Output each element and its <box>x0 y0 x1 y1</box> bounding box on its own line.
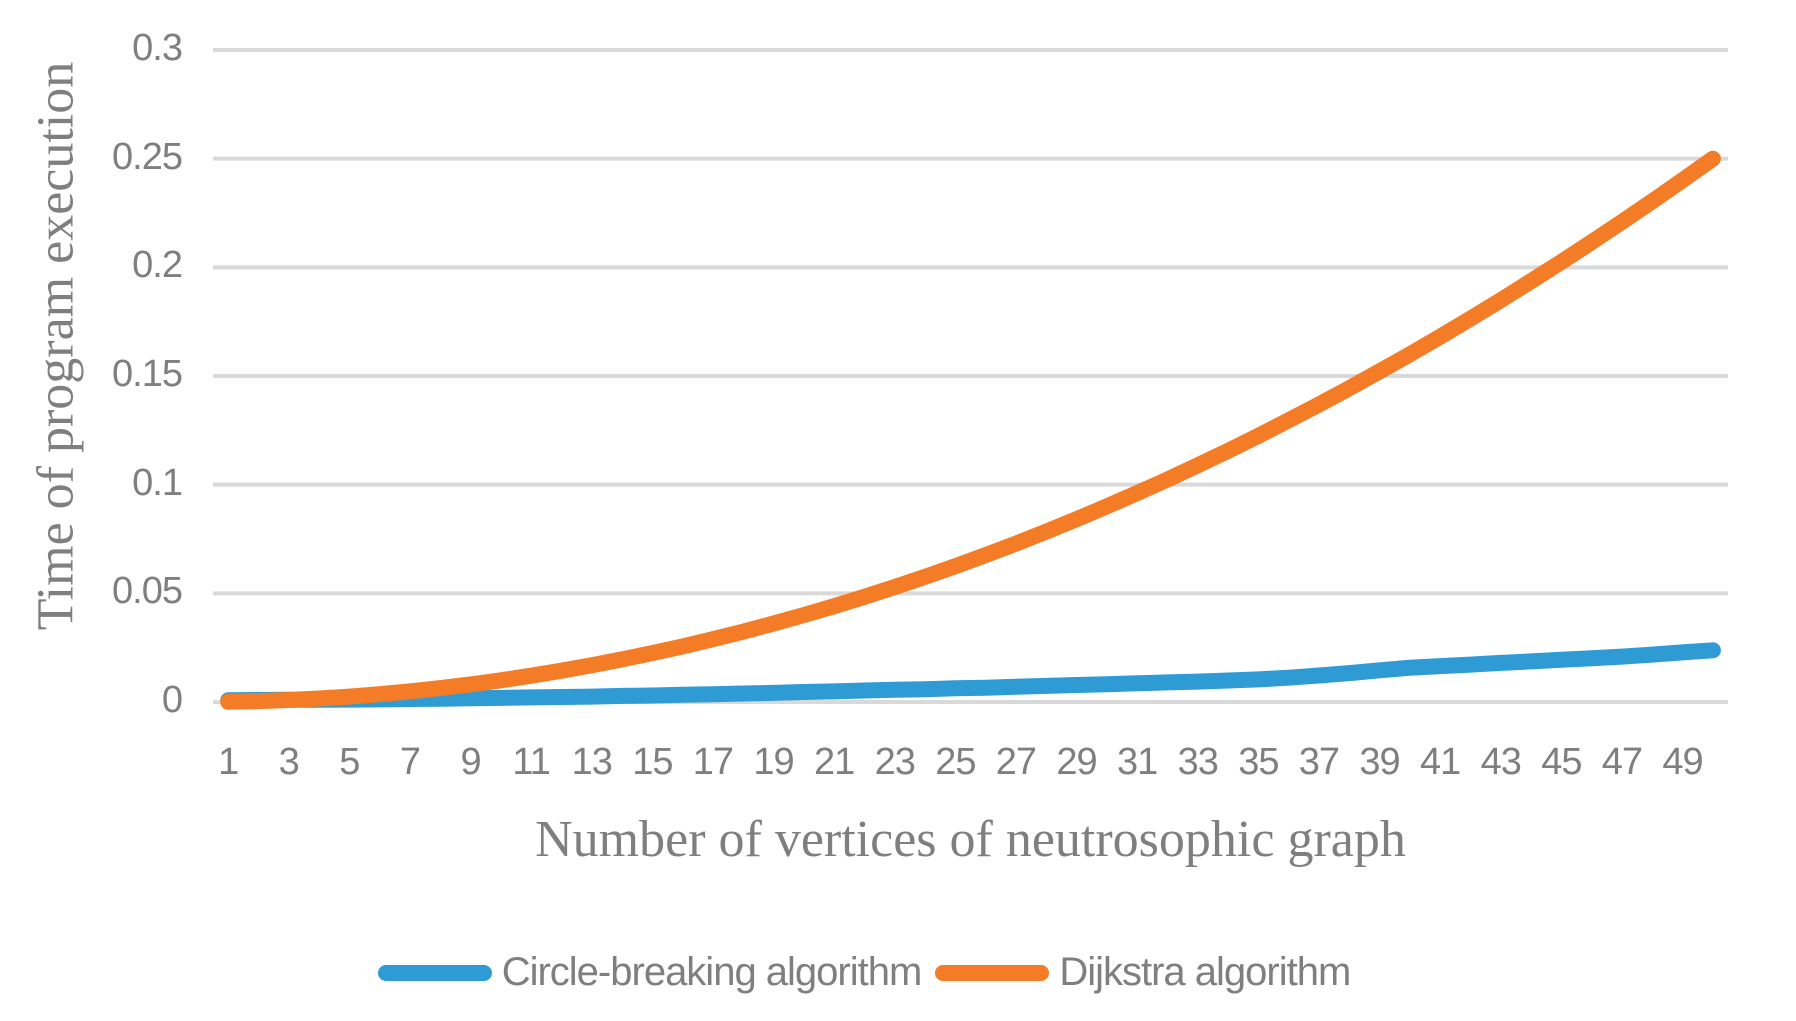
x-tick-label: 11 <box>512 741 550 783</box>
x-tick-label: 29 <box>1056 741 1097 783</box>
legend-label: Circle-breaking algorithm <box>501 950 923 994</box>
x-tick-label: 43 <box>1480 741 1522 783</box>
series-line-dijkstra-algorithm <box>220 150 1721 710</box>
series-line-circle-breaking-algorithm <box>220 642 1721 709</box>
x-tick-label: 13 <box>571 741 613 783</box>
x-tick-label: 39 <box>1359 741 1400 783</box>
x-tick-label: 31 <box>1117 741 1158 783</box>
x-axis-title: Number of vertices of neutrosophic graph <box>535 811 1406 868</box>
y-tick-label: 0.15 <box>112 353 183 395</box>
x-tick-label: 37 <box>1298 741 1340 783</box>
legend-swatch <box>377 964 492 981</box>
x-tick-label: 35 <box>1238 741 1279 783</box>
x-tick-label: 47 <box>1601 741 1643 783</box>
x-tick-label: 19 <box>753 741 794 783</box>
x-tick-label: 25 <box>935 741 976 783</box>
x-tick-label: 33 <box>1177 741 1219 783</box>
x-tick-label: 45 <box>1541 741 1582 783</box>
legend-item-circle-breaking-algorithm: Circle-breaking algorithm <box>377 950 923 995</box>
legend: Circle-breaking algorithm Dijkstra algori… <box>0 950 1728 995</box>
x-tick-label: 17 <box>692 741 734 783</box>
y-tick-label: 0 <box>161 679 183 721</box>
x-tick-label: 5 <box>339 741 360 783</box>
x-tick-label: 1 <box>218 741 239 783</box>
legend-label: Dijkstra algorithm <box>1059 950 1351 994</box>
x-tick-label: 7 <box>399 741 421 783</box>
x-tick-label: 15 <box>632 741 673 783</box>
y-tick-label: 0.25 <box>112 135 183 178</box>
x-tick-label: 21 <box>814 741 855 783</box>
x-tick-label: 3 <box>278 741 300 783</box>
y-tick-label: 0.3 <box>132 27 183 69</box>
x-tick-label: 23 <box>874 741 916 783</box>
legend-swatch <box>935 964 1050 981</box>
y-tick-label: 0.05 <box>112 570 183 613</box>
x-tick-label: 49 <box>1662 741 1703 783</box>
x-tick-label: 27 <box>995 741 1037 783</box>
legend-item-dijkstra-algorithm: Dijkstra algorithm <box>935 950 1351 995</box>
x-tick-label: 9 <box>460 741 481 783</box>
x-tick-label: 41 <box>1420 741 1461 783</box>
y-tick-label: 0.2 <box>132 244 183 287</box>
y-tick-label: 0.1 <box>132 461 183 504</box>
